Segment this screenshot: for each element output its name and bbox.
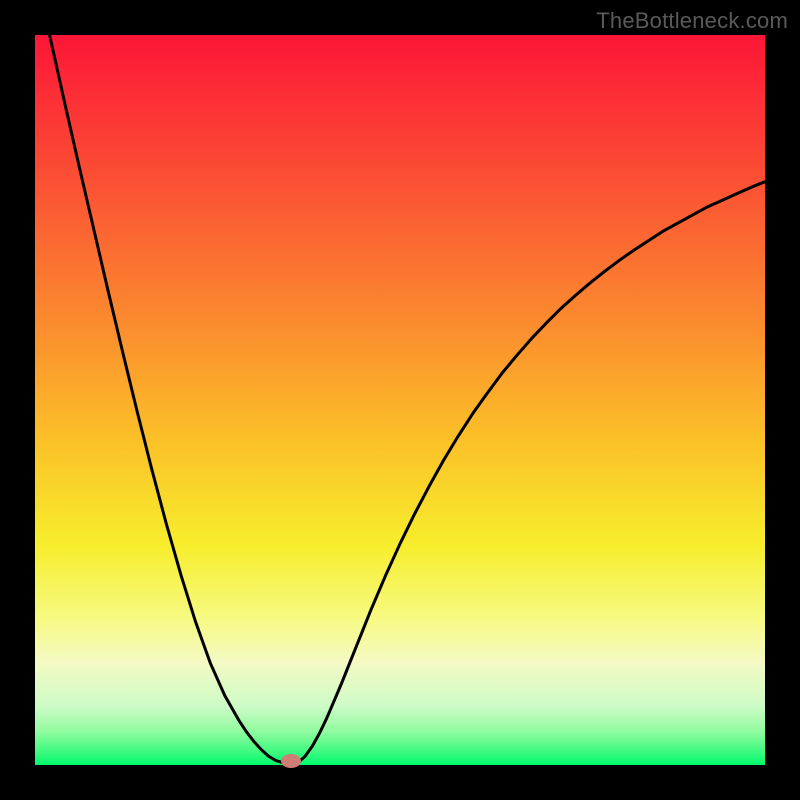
optimum-marker xyxy=(281,754,301,768)
bottleneck-curve xyxy=(50,35,765,764)
plot-area xyxy=(35,35,765,765)
curve-svg xyxy=(35,35,765,765)
chart-frame: TheBottleneck.com xyxy=(0,0,800,800)
watermark-text: TheBottleneck.com xyxy=(596,8,788,34)
